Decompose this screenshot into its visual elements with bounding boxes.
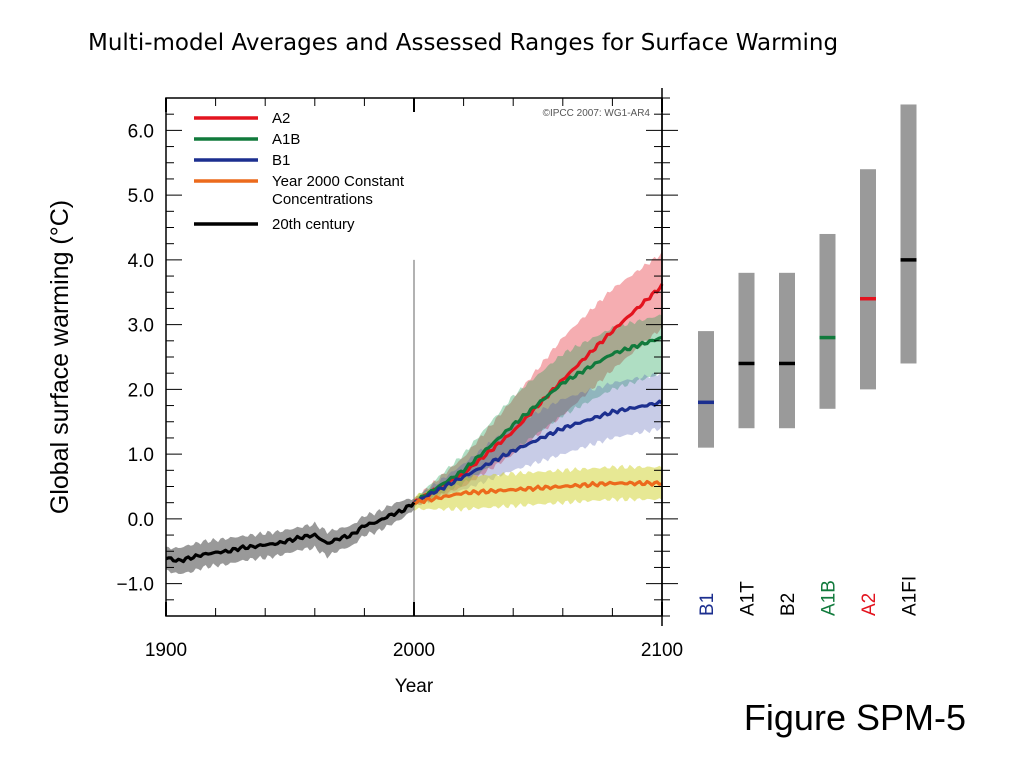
figure-title: Multi-model Averages and Assessed Ranges… bbox=[88, 30, 838, 56]
y-tick-label: 5.0 bbox=[128, 186, 154, 207]
legend-label: A2 bbox=[272, 110, 290, 127]
y-axis-label: Global surface warming (°C) bbox=[46, 200, 74, 514]
y-tick-label: 0.0 bbox=[128, 510, 154, 531]
x-tick-label: 1900 bbox=[145, 640, 187, 661]
y-tick-label: 2.0 bbox=[128, 380, 154, 401]
series-line-b1 bbox=[413, 399, 663, 505]
legend-label: Concentrations bbox=[272, 191, 373, 208]
series-line-constant bbox=[413, 479, 663, 506]
range-bar-a2 bbox=[860, 169, 876, 390]
legend-label: A1B bbox=[272, 131, 300, 148]
range-bar-a1t bbox=[738, 272, 755, 429]
scenario-labels: B1 A1T B2 A1B A2 A1FI bbox=[697, 576, 921, 616]
main-plot: −1.0 0.0 1.0 2.0 3.0 4.0 5.0 6.0 1900 2000 2100 Y… bbox=[46, 88, 683, 697]
y-tick-labels: −1.0 0.0 1.0 2.0 3.0 4.0 5.0 6.0 bbox=[116, 121, 154, 595]
legend-label: Year 2000 Constant bbox=[272, 173, 405, 190]
legend-label: B1 bbox=[272, 152, 290, 169]
range-bar-b1 bbox=[698, 331, 714, 448]
y-tick-label: 1.0 bbox=[128, 445, 154, 466]
x-tick-labels: 1900 2000 2100 bbox=[145, 640, 683, 661]
y-tick-label: 4.0 bbox=[128, 251, 154, 272]
band-century20 bbox=[166, 498, 414, 574]
x-tick-label: 2100 bbox=[641, 640, 683, 661]
copyright-notice: ©IPCC 2007: WG1-AR4 bbox=[543, 108, 651, 119]
scenario-label-b1: B1 bbox=[697, 593, 718, 616]
axis-ticks bbox=[165, 88, 678, 626]
scenario-label-a2: A2 bbox=[859, 593, 880, 616]
range-bars bbox=[698, 104, 917, 448]
series-lines bbox=[165, 283, 664, 564]
series-line-a1b bbox=[413, 335, 663, 505]
series-line-century20 bbox=[165, 501, 416, 564]
y-tick-label: −1.0 bbox=[116, 575, 154, 596]
scenario-label-a1b: A1B bbox=[819, 580, 840, 616]
y-tick-label: 6.0 bbox=[128, 121, 154, 142]
y-tick-label: 3.0 bbox=[128, 316, 154, 337]
x-tick-label: 2000 bbox=[393, 640, 435, 661]
scenario-range-bars: B1 A1T B2 A1B A2 A1FI bbox=[697, 104, 921, 616]
scenario-label-a1fi: A1FI bbox=[900, 576, 921, 616]
scenario-label-b2: B2 bbox=[778, 593, 799, 616]
range-bar-a1b bbox=[819, 233, 836, 409]
x-axis-label: Year bbox=[395, 676, 434, 697]
figure-id: Figure SPM-5 bbox=[744, 697, 966, 738]
legend-label: 20th century bbox=[272, 216, 355, 233]
range-bar-a1fi bbox=[900, 104, 917, 364]
band-a2 bbox=[414, 251, 662, 506]
range-bar-b2 bbox=[779, 272, 795, 429]
scenario-label-a1t: A1T bbox=[738, 581, 759, 616]
